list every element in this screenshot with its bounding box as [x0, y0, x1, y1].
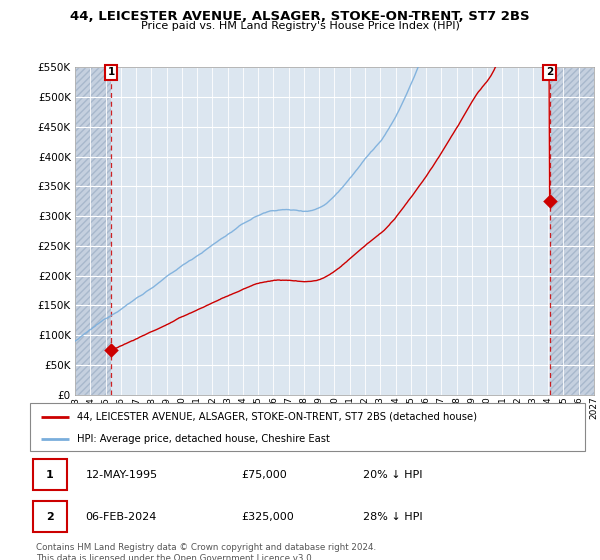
Text: 1: 1 — [107, 67, 115, 77]
Text: 06-FEB-2024: 06-FEB-2024 — [86, 512, 157, 521]
Bar — [33, 501, 67, 532]
Text: 44, LEICESTER AVENUE, ALSAGER, STOKE-ON-TRENT, ST7 2BS (detached house): 44, LEICESTER AVENUE, ALSAGER, STOKE-ON-… — [77, 412, 477, 422]
Text: 28% ↓ HPI: 28% ↓ HPI — [363, 512, 422, 521]
Text: HPI: Average price, detached house, Cheshire East: HPI: Average price, detached house, Ches… — [77, 434, 330, 444]
Point — [106, 346, 116, 354]
Text: £75,000: £75,000 — [241, 470, 287, 479]
Text: 44, LEICESTER AVENUE, ALSAGER, STOKE-ON-TRENT, ST7 2BS: 44, LEICESTER AVENUE, ALSAGER, STOKE-ON-… — [70, 10, 530, 22]
Text: 2: 2 — [546, 67, 553, 77]
Bar — [33, 459, 67, 490]
Text: Price paid vs. HM Land Registry's House Price Index (HPI): Price paid vs. HM Land Registry's House … — [140, 21, 460, 31]
Text: 12-MAY-1995: 12-MAY-1995 — [86, 470, 158, 479]
Text: £325,000: £325,000 — [241, 512, 293, 521]
Text: 1: 1 — [46, 470, 54, 479]
Text: 2: 2 — [46, 512, 54, 521]
Point — [545, 197, 554, 206]
Text: Contains HM Land Registry data © Crown copyright and database right 2024.
This d: Contains HM Land Registry data © Crown c… — [36, 543, 376, 560]
Text: 20% ↓ HPI: 20% ↓ HPI — [363, 470, 422, 479]
